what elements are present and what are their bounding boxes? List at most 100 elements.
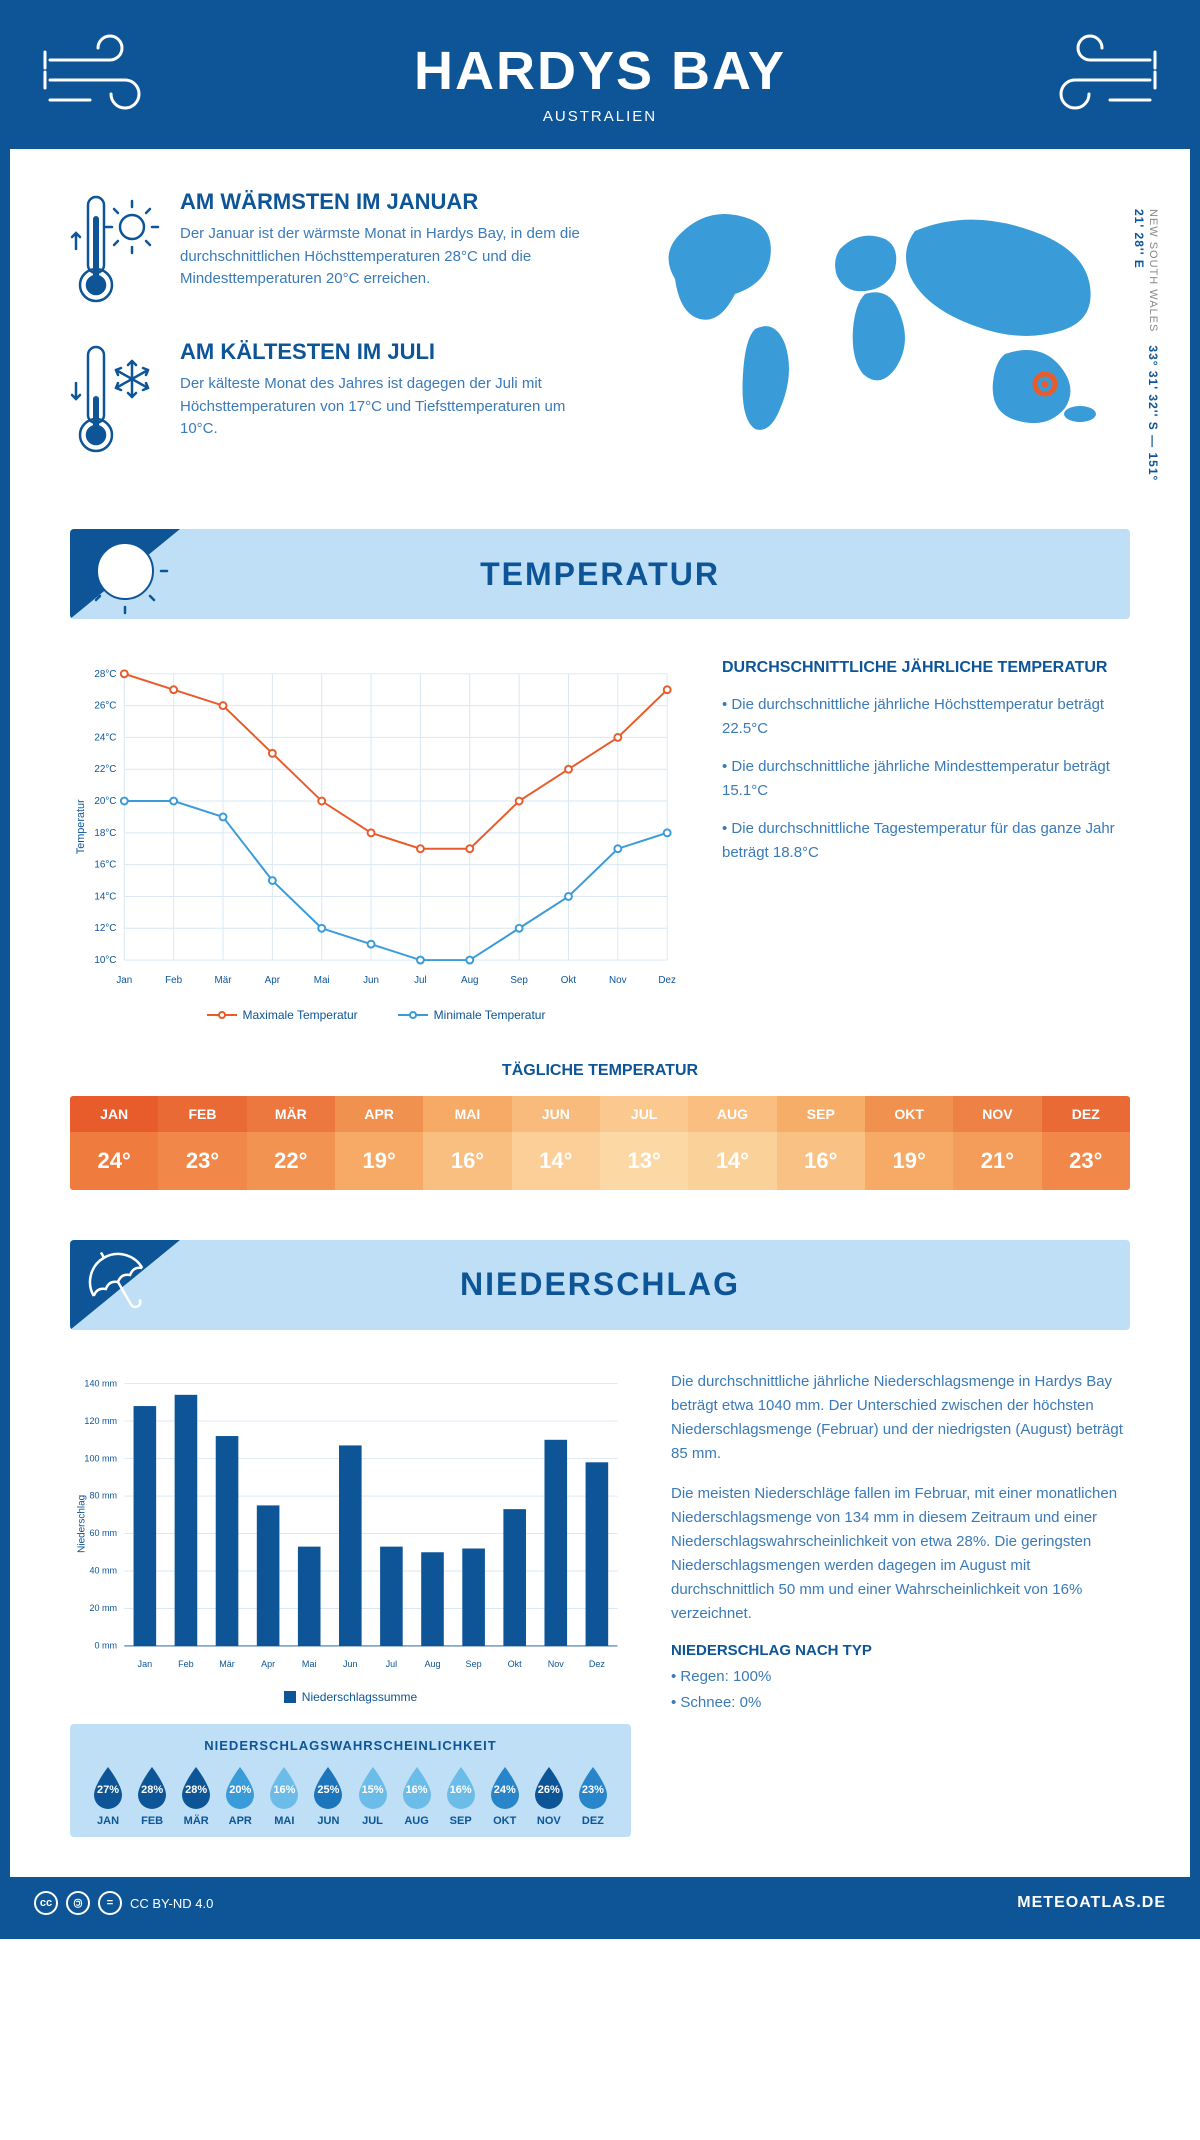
prob-month: JAN xyxy=(86,1815,130,1827)
fact-warm-text: Der Januar ist der wärmste Monat in Hard… xyxy=(180,223,580,291)
svg-text:Jan: Jan xyxy=(138,1658,153,1668)
legend-min-label: Minimale Temperatur xyxy=(434,1008,546,1022)
svg-text:Jun: Jun xyxy=(363,975,379,986)
svg-text:22°C: 22°C xyxy=(94,764,116,775)
prob-month: DEZ xyxy=(571,1815,615,1827)
svg-text:10°C: 10°C xyxy=(94,955,116,966)
raindrop-icon: 24% xyxy=(486,1765,524,1811)
prob-month: OKT xyxy=(483,1815,527,1827)
precip-type-item: • Regen: 100% xyxy=(671,1665,1130,1689)
coordinates: NEW SOUTH WALES 33° 31' 32'' S — 151° 21… xyxy=(1132,209,1160,489)
daily-month: AUG xyxy=(688,1096,776,1132)
precip-p1: Die durchschnittliche jährliche Niedersc… xyxy=(671,1370,1130,1466)
svg-text:Dez: Dez xyxy=(589,1658,606,1668)
prob-pct: 16% xyxy=(450,1784,472,1796)
svg-text:Jun: Jun xyxy=(343,1658,358,1668)
svg-text:Jan: Jan xyxy=(116,975,132,986)
raindrop-icon: 20% xyxy=(221,1765,259,1811)
temp-facts: DURCHSCHNITTLICHE JÄHRLICHE TEMPERATUR •… xyxy=(722,659,1130,1022)
raindrop-icon: 16% xyxy=(398,1765,436,1811)
daily-month: NOV xyxy=(953,1096,1041,1132)
daily-month: JUN xyxy=(512,1096,600,1132)
prob-pct: 15% xyxy=(361,1784,383,1796)
daily-col: OKT19° xyxy=(865,1096,953,1190)
daily-col: AUG14° xyxy=(688,1096,776,1190)
legend-max-label: Maximale Temperatur xyxy=(243,1008,358,1022)
footer: cc 🄯 = CC BY-ND 4.0 METEOATLAS.DE xyxy=(10,1877,1190,1929)
prob-pct: 28% xyxy=(141,1784,163,1796)
prob-month: FEB xyxy=(130,1815,174,1827)
thermometer-hot-icon xyxy=(70,189,160,309)
daily-month: OKT xyxy=(865,1096,953,1132)
daily-month: JAN xyxy=(70,1096,158,1132)
precip-legend: Niederschlagssumme xyxy=(70,1690,631,1704)
daily-month: MÄR xyxy=(247,1096,335,1132)
daily-col: MÄR22° xyxy=(247,1096,335,1190)
precip-chart-block: 0 mm20 mm40 mm60 mm80 mm100 mm120 mm140 … xyxy=(70,1370,631,1838)
prob-month: APR xyxy=(218,1815,262,1827)
svg-text:20°C: 20°C xyxy=(94,796,116,807)
svg-text:Jul: Jul xyxy=(386,1658,398,1668)
prob-month: JUN xyxy=(306,1815,350,1827)
svg-text:100 mm: 100 mm xyxy=(84,1453,117,1463)
by-icon: 🄯 xyxy=(66,1891,90,1915)
legend-max: Maximale Temperatur xyxy=(207,1008,358,1022)
fact-cold-text: Der kälteste Monat des Jahres ist dagege… xyxy=(180,373,580,441)
prob-item: 24% OKT xyxy=(483,1765,527,1827)
prob-pct: 16% xyxy=(406,1784,428,1796)
content: AM WÄRMSTEN IM JANUAR Der Januar ist der… xyxy=(10,149,1190,1877)
header: HARDYS BAY AUSTRALIEN xyxy=(10,10,1190,149)
svg-text:24°C: 24°C xyxy=(94,732,116,743)
prob-month: MÄR xyxy=(174,1815,218,1827)
daily-value: 24° xyxy=(70,1132,158,1190)
prob-month: SEP xyxy=(439,1815,483,1827)
prob-item: 28% MÄR xyxy=(174,1765,218,1827)
svg-text:Mär: Mär xyxy=(215,975,233,986)
umbrella-icon xyxy=(70,1240,210,1330)
precip-text: Die durchschnittliche jährliche Niedersc… xyxy=(671,1370,1130,1838)
daily-col: JUL13° xyxy=(600,1096,688,1190)
svg-text:28°C: 28°C xyxy=(94,669,116,680)
precip-row: 0 mm20 mm40 mm60 mm80 mm100 mm120 mm140 … xyxy=(70,1370,1130,1838)
svg-text:Nov: Nov xyxy=(548,1658,565,1668)
svg-text:Okt: Okt xyxy=(508,1658,523,1668)
daily-month: FEB xyxy=(158,1096,246,1132)
raindrop-icon: 25% xyxy=(309,1765,347,1811)
prob-month: JUL xyxy=(350,1815,394,1827)
world-map-icon xyxy=(620,189,1130,449)
svg-text:Aug: Aug xyxy=(424,1658,440,1668)
sun-icon xyxy=(70,529,210,619)
svg-text:40 mm: 40 mm xyxy=(89,1565,117,1575)
svg-text:12°C: 12°C xyxy=(94,923,116,934)
svg-text:Nov: Nov xyxy=(609,975,627,986)
prob-item: 15% JUL xyxy=(350,1765,394,1827)
svg-text:120 mm: 120 mm xyxy=(84,1415,117,1425)
daily-value: 14° xyxy=(512,1132,600,1190)
prob-item: 27% JAN xyxy=(86,1765,130,1827)
legend-min: Minimale Temperatur xyxy=(398,1008,546,1022)
daily-col: JAN24° xyxy=(70,1096,158,1190)
section-header-precip: NIEDERSCHLAG xyxy=(70,1240,1130,1330)
svg-text:0 mm: 0 mm xyxy=(94,1640,117,1650)
footer-license: cc 🄯 = CC BY-ND 4.0 xyxy=(34,1891,213,1915)
svg-text:Jul: Jul xyxy=(414,975,427,986)
prob-item: 16% SEP xyxy=(439,1765,483,1827)
prob-pct: 28% xyxy=(185,1784,207,1796)
intro-row: AM WÄRMSTEN IM JANUAR Der Januar ist der… xyxy=(70,189,1130,489)
thermometer-cold-icon xyxy=(70,339,160,459)
precip-bar-chart: 0 mm20 mm40 mm60 mm80 mm100 mm120 mm140 … xyxy=(70,1370,631,1678)
wind-icon xyxy=(40,30,170,120)
svg-text:Feb: Feb xyxy=(178,1658,194,1668)
prob-pct: 16% xyxy=(273,1784,295,1796)
temp-fact-item: • Die durchschnittliche jährliche Mindes… xyxy=(722,755,1130,803)
raindrop-icon: 28% xyxy=(133,1765,171,1811)
daily-value: 23° xyxy=(1042,1132,1130,1190)
daily-value: 13° xyxy=(600,1132,688,1190)
daily-month: APR xyxy=(335,1096,423,1132)
coord-lat: 33° 31' 32'' S xyxy=(1146,345,1160,430)
svg-text:Mär: Mär xyxy=(219,1658,235,1668)
probability-box: NIEDERSCHLAGSWAHRSCHEINLICHKEIT 27% JAN … xyxy=(70,1724,631,1837)
wind-icon xyxy=(1030,30,1160,120)
prob-pct: 26% xyxy=(538,1784,560,1796)
svg-text:140 mm: 140 mm xyxy=(84,1378,117,1388)
